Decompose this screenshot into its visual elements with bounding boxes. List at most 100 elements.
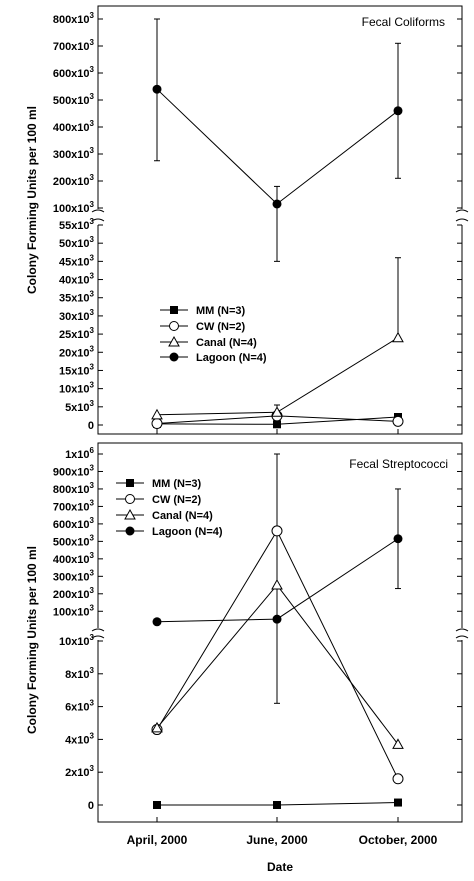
legend-filled-circle-marker [125, 526, 135, 536]
y-tick-label: 15x103 [59, 362, 95, 377]
fs-plot-area [151, 453, 404, 809]
fc-title: Fecal Coliforms [362, 15, 445, 29]
tick-mantissa: 2x10 [65, 767, 89, 779]
tick-exponent: 3 [90, 272, 95, 281]
fc-legend-cw: CW (N=2) [196, 321, 246, 333]
x-ticks [156, 429, 399, 822]
tick-exponent: 3 [90, 603, 95, 612]
tick-exponent: 3 [90, 173, 95, 182]
fs-axis-break [91, 628, 469, 640]
data-point-open-circle [151, 418, 163, 430]
tick-exponent: 3 [90, 533, 95, 542]
y-tick-label: 8x103 [65, 666, 94, 681]
tick-exponent: 3 [90, 308, 95, 317]
legend-triangle-marker [168, 335, 180, 347]
tick-mantissa: 4x10 [65, 734, 89, 746]
tick-mantissa: 6x10 [65, 702, 89, 714]
tick-exponent: 3 [90, 481, 95, 490]
tick-exponent: 3 [90, 200, 95, 209]
x-tick-label-october: October, 2000 [359, 833, 438, 847]
y-tick-label: 700x103 [53, 498, 95, 513]
tick-mantissa: 25x10 [59, 329, 90, 341]
y-tick-label: 10x103 [59, 633, 95, 648]
fc-legend-lagoon: Lagoon (N=4) [196, 352, 267, 364]
y-tick-label: 20x103 [59, 344, 95, 359]
fc-legend-mm: MM (N=3) [196, 305, 246, 317]
y-tick-label: 600x103 [53, 516, 95, 531]
y-tick-label: 700x103 [53, 38, 95, 53]
fs-y-ticks: 1x106900x103800x103700x103600x103500x103… [53, 446, 462, 812]
tick-exponent: 3 [90, 326, 95, 335]
data-point-filled-circle [393, 534, 403, 544]
y-tick-label: 30x103 [59, 308, 95, 323]
tick-exponent: 3 [90, 290, 95, 299]
tick-exponent: 3 [90, 463, 95, 472]
tick-mantissa: 800x10 [53, 14, 90, 26]
tick-exponent: 3 [90, 516, 95, 525]
y-tick-label: 45x103 [59, 253, 95, 268]
data-point-triangle [392, 331, 404, 343]
legend-filled-circle-marker [169, 352, 179, 362]
y-tick-label: 35x103 [59, 290, 95, 305]
fs-title: Fecal Streptococci [349, 457, 448, 471]
data-point-filled-circle [393, 106, 403, 116]
tick-mantissa: 400x10 [53, 554, 90, 566]
tick-mantissa: 200x10 [53, 589, 90, 601]
y-tick-label: 500x103 [53, 533, 95, 548]
tick-exponent: 3 [90, 217, 95, 226]
tick-exponent: 3 [90, 399, 95, 408]
tick-mantissa: 300x10 [53, 149, 90, 161]
fs-legend-canal: Canal (N=4) [152, 510, 213, 522]
tick-mantissa: 300x10 [53, 571, 90, 583]
y-tick-label: 40x103 [59, 272, 95, 287]
y-tick-label: 0 [88, 800, 94, 812]
tick-mantissa: 600x10 [53, 519, 90, 531]
y-tick-label: 5x103 [65, 399, 94, 414]
fs-legend: MM (N=3) CW (N=2) Canal (N=4) Lagoon (N=… [116, 478, 223, 538]
tick-mantissa: 800x10 [53, 484, 90, 496]
fc-y-ticks: 800x103700x103600x103500x103400x103300x1… [53, 11, 462, 432]
y-tick-label: 1x106 [65, 446, 94, 461]
tick-mantissa: 1x10 [65, 449, 89, 461]
data-point-open-circle [392, 415, 404, 427]
tick-mantissa: 400x10 [53, 122, 90, 134]
tick-exponent: 3 [90, 362, 95, 371]
tick-exponent: 3 [90, 65, 95, 74]
tick-exponent: 3 [90, 699, 95, 708]
y-tick-label: 800x103 [53, 481, 95, 496]
tick-mantissa: 900x10 [53, 466, 90, 478]
legend-square-marker [126, 479, 134, 487]
tick-mantissa: 500x10 [53, 536, 90, 548]
tick-exponent: 3 [90, 11, 95, 20]
y-tick-label: 600x103 [53, 65, 95, 80]
x-tick-label-june: June, 2000 [246, 833, 308, 847]
tick-mantissa: 30x10 [59, 311, 90, 323]
data-point-filled-circle [152, 84, 162, 94]
fc-axis-break [91, 209, 469, 225]
tick-mantissa: 45x10 [59, 256, 90, 268]
data-point-square [273, 420, 281, 429]
tick-exponent: 3 [90, 731, 95, 740]
tick-mantissa: 8x10 [65, 669, 89, 681]
y-tick-label: 50x103 [59, 235, 95, 250]
tick-mantissa: 20x10 [59, 347, 90, 359]
fs-legend-cw: CW (N=2) [152, 494, 202, 506]
data-point-triangle [271, 579, 283, 590]
fc-legend: MM (N=3) CW (N=2) Canal (N=4) Lagoon (N=… [160, 305, 267, 364]
tick-mantissa: 40x10 [59, 275, 90, 287]
tick-exponent: 3 [90, 381, 95, 390]
data-point-filled-circle [152, 617, 162, 627]
data-point-square [394, 798, 402, 807]
y-tick-label: 2x103 [65, 764, 94, 779]
tick-mantissa: 100x10 [53, 606, 90, 618]
tick-exponent: 3 [90, 38, 95, 47]
fc-frame [97, 5, 463, 435]
tick-exponent: 3 [90, 146, 95, 155]
y-tick-label: 4x103 [65, 731, 94, 746]
tick-exponent: 3 [90, 253, 95, 262]
tick-exponent: 3 [90, 92, 95, 101]
tick-exponent: 3 [90, 498, 95, 507]
y-tick-label: 100x103 [53, 603, 95, 618]
y-tick-label: 400x103 [53, 551, 95, 566]
